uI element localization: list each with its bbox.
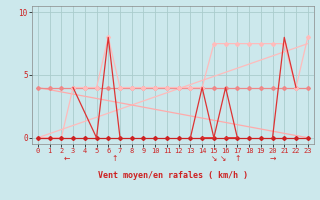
Text: →: → xyxy=(269,154,276,163)
Text: ↘: ↘ xyxy=(211,154,217,163)
Text: ↑: ↑ xyxy=(111,154,117,163)
X-axis label: Vent moyen/en rafales ( km/h ): Vent moyen/en rafales ( km/h ) xyxy=(98,171,248,180)
Text: ←: ← xyxy=(64,154,70,163)
Text: ↑: ↑ xyxy=(234,154,241,163)
Text: ↘: ↘ xyxy=(220,154,227,163)
